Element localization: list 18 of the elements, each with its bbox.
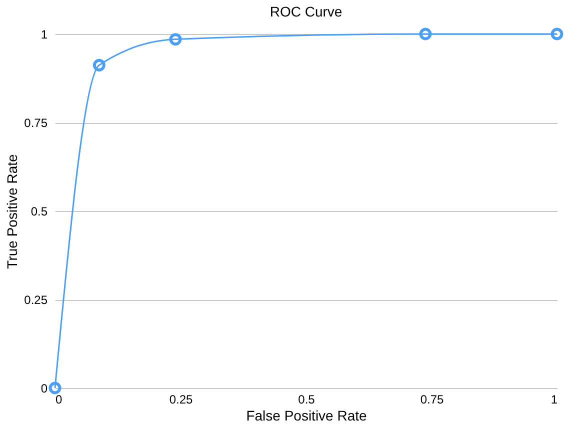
y-tick-label: 0.5: [30, 204, 48, 218]
x-tick-label: 1: [550, 392, 558, 406]
chart-title: ROC Curve: [270, 3, 342, 20]
y-tick-label: 0.25: [24, 293, 48, 307]
y-tick-label: 1: [40, 28, 48, 42]
point: [550, 28, 564, 40]
point: [48, 382, 62, 394]
x-tick-label: 0.5: [298, 392, 316, 406]
point: [169, 33, 182, 46]
x-tick-label: 0.75: [420, 392, 444, 406]
y-axis-title: True Positive Rate: [4, 154, 20, 269]
x-tick-label: 0: [56, 392, 62, 406]
y-tick-label: 0.75: [24, 116, 48, 130]
point: [92, 58, 106, 72]
point: [419, 28, 432, 40]
y-tick-label: 0: [40, 382, 48, 396]
x-axis-title: False Positive Rate: [246, 408, 368, 424]
x-tick-label: 0.25: [169, 392, 193, 406]
